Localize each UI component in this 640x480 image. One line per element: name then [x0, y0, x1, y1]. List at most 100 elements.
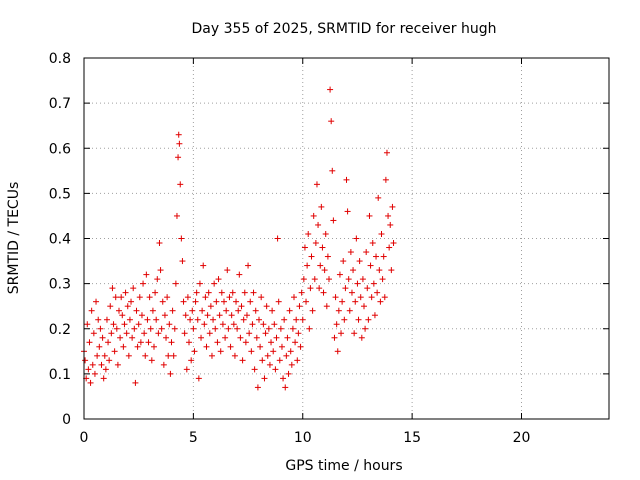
chart-title: Day 355 of 2025, SRMTID for receiver hug… — [192, 21, 497, 37]
data-point — [165, 352, 172, 359]
data-point — [221, 298, 227, 305]
data-point — [138, 312, 145, 319]
data-point — [199, 307, 206, 314]
data-point — [180, 298, 187, 305]
data-point — [161, 312, 168, 319]
data-point — [312, 240, 319, 247]
data-point — [331, 334, 338, 341]
data-point — [101, 352, 108, 359]
data-point — [211, 280, 218, 287]
data-point — [202, 294, 209, 301]
data-point — [352, 298, 359, 305]
data-point — [274, 235, 281, 242]
data-point — [379, 276, 386, 283]
data-point — [120, 343, 127, 350]
data-point — [365, 316, 372, 323]
data-point — [144, 316, 151, 323]
data-point — [323, 303, 330, 310]
data-point — [97, 325, 104, 332]
data-point — [238, 303, 245, 310]
data-point — [240, 316, 247, 323]
data-point — [284, 334, 291, 341]
data-point — [306, 325, 313, 332]
data-point — [389, 203, 396, 210]
data-point — [370, 280, 377, 287]
data-point — [297, 343, 304, 350]
data-point — [236, 271, 243, 278]
data-point — [141, 330, 148, 337]
data-point — [335, 307, 342, 314]
data-point — [376, 267, 383, 274]
data-point — [184, 294, 191, 301]
data-point — [200, 262, 207, 269]
data-point — [133, 307, 140, 314]
data-point — [362, 325, 369, 332]
data-point — [191, 348, 198, 355]
data-point — [203, 343, 210, 350]
data-point — [345, 276, 352, 283]
data-point — [160, 361, 167, 368]
data-point — [321, 267, 328, 274]
data-point — [213, 298, 220, 305]
data-point — [119, 312, 126, 319]
data-point — [247, 298, 254, 305]
data-point — [318, 203, 325, 210]
data-point — [380, 253, 387, 260]
data-point — [338, 330, 345, 337]
data-point — [311, 276, 318, 283]
data-point — [195, 375, 202, 382]
data-point — [326, 276, 332, 283]
data-point — [278, 343, 285, 350]
data-point — [304, 262, 311, 269]
data-point — [117, 334, 124, 341]
data-point — [259, 357, 266, 364]
data-point — [99, 334, 106, 341]
data-point — [265, 325, 272, 332]
data-point — [367, 262, 374, 269]
x-axis-title: GPS time / hours — [285, 458, 402, 474]
data-point — [292, 339, 299, 346]
data-point — [257, 343, 264, 350]
data-point — [293, 316, 300, 323]
data-point — [218, 289, 225, 296]
y-axis-title: SRMTID / TECUs — [6, 182, 22, 295]
data-point — [263, 303, 270, 310]
data-point — [383, 149, 390, 156]
data-point — [288, 361, 295, 368]
x-tick-labels: 0 5 10 15 20 — [80, 430, 531, 446]
data-point — [152, 289, 159, 296]
data-point — [272, 366, 279, 373]
data-point — [285, 370, 292, 377]
data-point — [145, 339, 152, 346]
data-point — [300, 276, 307, 283]
data-point — [301, 244, 308, 251]
data-point — [298, 289, 305, 296]
data-point — [308, 253, 315, 260]
data-point — [358, 334, 365, 341]
data-point — [368, 294, 375, 301]
data-point — [305, 230, 312, 237]
data-point — [324, 253, 331, 260]
data-point — [95, 316, 102, 323]
data-point — [260, 321, 267, 328]
data-point — [109, 285, 116, 292]
data-point — [375, 194, 382, 201]
data-point — [123, 330, 130, 337]
data-point — [264, 352, 271, 359]
data-point — [179, 258, 186, 265]
data-point — [96, 343, 103, 350]
data-point — [108, 330, 115, 337]
data-point — [303, 298, 310, 305]
y-tick-label: 0.5 — [49, 186, 71, 202]
data-point — [313, 181, 320, 188]
data-point — [82, 357, 89, 364]
data-point — [122, 289, 129, 296]
data-point — [327, 86, 334, 93]
y-tick-label: 0 — [62, 412, 71, 428]
data-point — [106, 357, 113, 364]
data-point — [134, 343, 141, 350]
data-point — [229, 289, 236, 296]
data-point — [227, 343, 234, 350]
data-point — [286, 307, 293, 314]
